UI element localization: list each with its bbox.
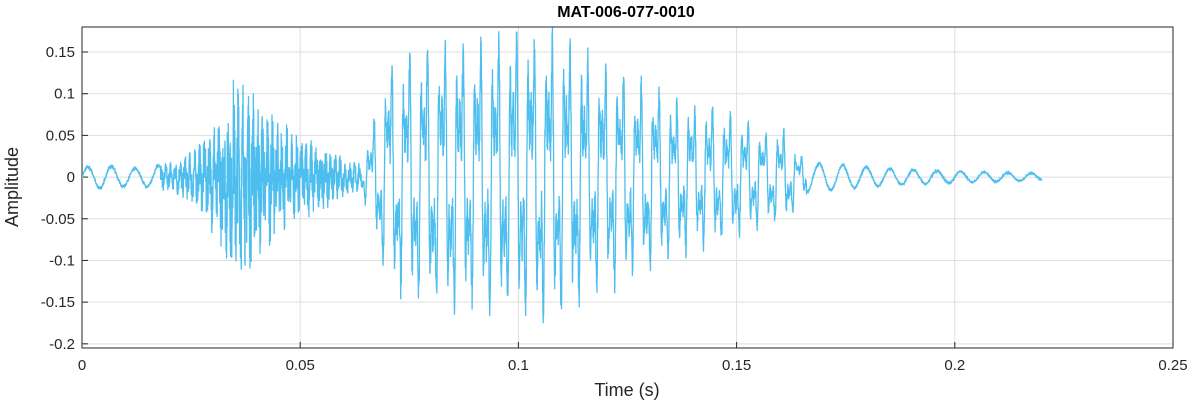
y-tick-label: 0 (67, 169, 75, 186)
y-tick-label: -0.2 (49, 336, 75, 353)
x-tick-label: 0.05 (286, 357, 315, 374)
x-axis-label: Time (s) (594, 380, 659, 400)
x-tick-label: 0 (78, 357, 86, 374)
y-tick-label: 0.05 (46, 127, 75, 144)
y-axis-ticks: -0.2 -0.15 -0.1 -0.05 0 0.05 0.1 0.15 (41, 44, 88, 353)
x-tick-label: 0.15 (722, 357, 751, 374)
y-tick-label: -0.1 (49, 252, 75, 269)
y-tick-label: 0.1 (54, 86, 75, 103)
chart-title: MAT-006-077-0010 (557, 4, 695, 21)
x-axis-ticks: 0 0.05 0.1 0.15 0.2 0.25 (78, 342, 1188, 374)
y-tick-label: -0.15 (41, 294, 75, 311)
audio-waveform-line (82, 27, 1043, 324)
plot-area (81, 26, 1174, 349)
x-tick-label: 0.1 (508, 357, 529, 374)
y-tick-label: 0.15 (46, 44, 75, 61)
x-tick-label: 0.25 (1158, 357, 1187, 374)
x-tick-label: 0.2 (944, 357, 965, 374)
y-axis-label: Amplitude (2, 147, 22, 227)
y-tick-label: -0.05 (41, 211, 75, 228)
